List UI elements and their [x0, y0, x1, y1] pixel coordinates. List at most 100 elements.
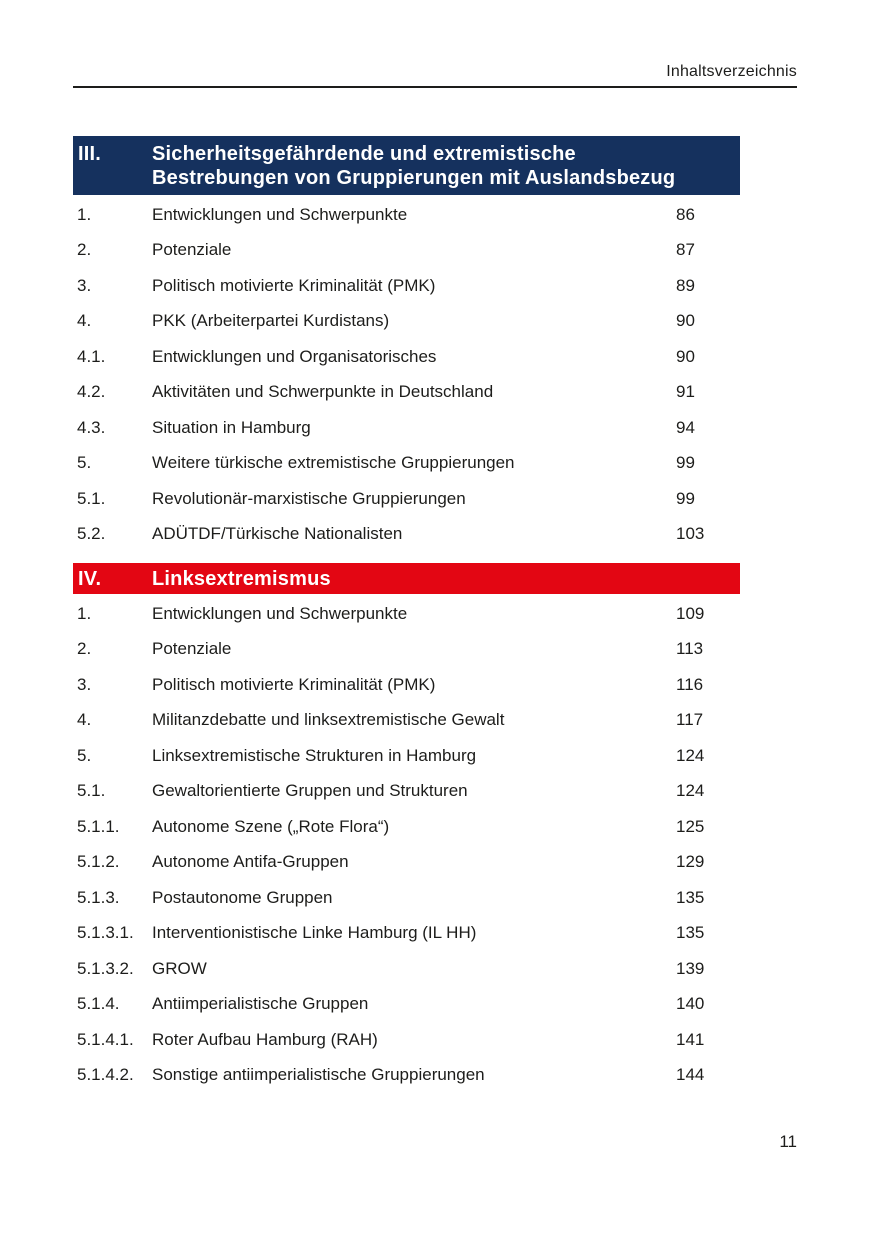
- toc-entry-page: 144: [676, 1065, 705, 1085]
- toc-entry-number: 4.3.: [77, 417, 106, 437]
- toc-entry-page: 135: [676, 887, 705, 907]
- toc-entry: 5. Linksextremistische Strukturen in Hamb…: [73, 738, 740, 774]
- toc-entry-page: 141: [676, 1029, 705, 1049]
- toc-entry-title: Autonome Szene („Rote Flora“): [152, 816, 390, 836]
- toc-entry-number: 3.: [77, 674, 92, 694]
- toc-entry-number: 5.1.1.: [77, 816, 120, 836]
- toc-entry-page: 129: [676, 852, 705, 872]
- toc-entry-number: 5.: [77, 745, 92, 765]
- toc-entry-title: Militanzdebatte und linksextremistische …: [152, 710, 505, 730]
- section-header-iv: IV. Linksextremismus: [73, 563, 740, 594]
- toc-entry-title: Postautonome Gruppen: [152, 887, 333, 907]
- toc-entry-title: Politisch motivierte Kriminalität (PMK): [152, 674, 436, 694]
- toc-entry-page: 116: [676, 674, 704, 694]
- section-title: Linksextremismus: [152, 567, 740, 591]
- toc-entry-number: 2.: [77, 639, 92, 659]
- toc-entry-number: 5.1.: [77, 781, 106, 801]
- toc-entry-number: 5.1.: [77, 488, 106, 508]
- toc-entry: 1. Entwicklungen und Schwerpunkte 109: [73, 596, 740, 632]
- toc-entry-title: Sonstige antiimperialistische Gruppierun…: [152, 1065, 485, 1085]
- toc-entry-number: 4.: [77, 311, 92, 331]
- section-title-line: Bestrebungen von Gruppierungen mit Ausla…: [152, 166, 676, 189]
- section-numeral: III.: [78, 142, 102, 165]
- toc-entry: 5.1.4.1. Roter Aufbau Hamburg (RAH) 141: [73, 1022, 740, 1058]
- toc-entry-number: 5.: [77, 453, 92, 473]
- toc-entry: 5.2. ADÜTDF/Türkische Nationalisten 103: [73, 517, 740, 553]
- toc-entry-number: 5.1.3.1.: [77, 923, 134, 943]
- toc-entry: 2. Potenziale 87: [73, 233, 740, 269]
- section-header-iii: III. Sicherheitsgefährdende und extremist…: [73, 136, 740, 195]
- running-header: Inhaltsverzeichnis: [666, 63, 797, 80]
- header-rule: [73, 86, 797, 88]
- toc-entry-title: Entwicklungen und Organisatorisches: [152, 346, 437, 366]
- table-of-contents: III. Sicherheitsgefährdende und extremist…: [73, 136, 740, 1093]
- toc-entry: 5. Weitere türkische extremistische Grupp…: [73, 446, 740, 482]
- toc-entry: 5.1.1. Autonome Szene („Rote Flora“) 125: [73, 809, 740, 845]
- toc-entry: 1. Entwicklungen und Schwerpunkte 86: [73, 197, 740, 233]
- toc-entry-number: 4.1.: [77, 346, 106, 366]
- toc-entry-page: 87: [676, 240, 695, 260]
- toc-entry: 5.1.4.2. Sonstige antiimperialistische Gr…: [73, 1058, 740, 1094]
- toc-entry-page: 91: [676, 382, 695, 402]
- toc-entry: 4. PKK (Arbeiterpartei Kurdistans) 90: [73, 304, 740, 340]
- toc-entry-title: Entwicklungen und Schwerpunkte: [152, 204, 408, 224]
- toc-entry: 5.1. Revolutionär-marxistische Gruppierun…: [73, 481, 740, 517]
- toc-entry-page: 99: [676, 453, 695, 473]
- section-title-line: Linksextremismus: [152, 567, 331, 590]
- toc-entry-page: 94: [676, 417, 695, 437]
- toc-entry-title: Weitere türkische extremistische Gruppie…: [152, 453, 515, 473]
- toc-entry-page: 86: [676, 204, 695, 224]
- toc-entry-number: 4.2.: [77, 382, 106, 402]
- toc-entry-number: 5.1.4.1.: [77, 1029, 134, 1049]
- section-title: Sicherheitsgefährdende und extremistisch…: [152, 142, 740, 190]
- toc-entry-title: PKK (Arbeiterpartei Kurdistans): [152, 311, 390, 331]
- toc-entry-page: 90: [676, 346, 695, 366]
- toc-entry-page: 124: [676, 745, 705, 765]
- toc-entry: 3. Politisch motivierte Kriminalität (PMK…: [73, 667, 740, 703]
- toc-entry: 4. Militanzdebatte und linksextremistisch…: [73, 703, 740, 739]
- toc-entry-list: 1. Entwicklungen und Schwerpunkte 109 2. Pot…: [73, 596, 740, 1093]
- toc-entry-number: 1.: [77, 603, 92, 623]
- toc-entry-title: Potenziale: [152, 240, 232, 260]
- toc-entry-number: 4.: [77, 710, 92, 730]
- toc-entry: 4.1. Entwicklungen und Organisatorisches 9…: [73, 339, 740, 375]
- toc-entry-number: 5.1.3.: [77, 887, 120, 907]
- toc-entry-number: 5.1.4.2.: [77, 1065, 134, 1085]
- toc-entry-page: 135: [676, 923, 705, 943]
- toc-entry-page: 117: [676, 710, 704, 730]
- toc-entry: 2. Potenziale 113: [73, 632, 740, 668]
- toc-entry-page: 89: [676, 275, 695, 295]
- section-title-line: Sicherheitsgefährdende und extremistisch…: [152, 142, 576, 165]
- toc-entry-title: Interventionistische Linke Hamburg (IL H…: [152, 923, 477, 943]
- toc-entry-title: ADÜTDF/Türkische Nationalisten: [152, 524, 403, 544]
- toc-entry-title: Politisch motivierte Kriminalität (PMK): [152, 275, 436, 295]
- toc-entry-number: 2.: [77, 240, 92, 260]
- toc-entry-title: Situation in Hamburg: [152, 417, 311, 437]
- toc-entry-number: 1.: [77, 204, 92, 224]
- toc-entry-list: 1. Entwicklungen und Schwerpunkte 86 2. Pote…: [73, 197, 740, 552]
- toc-entry-title: Gewaltorientierte Gruppen und Strukturen: [152, 781, 468, 801]
- toc-entry-title: Revolutionär-marxistische Gruppierungen: [152, 488, 466, 508]
- toc-entry-page: 109: [676, 603, 705, 623]
- toc-entry-page: 124: [676, 781, 705, 801]
- toc-entry: 5.1.2. Autonome Antifa-Gruppen 129: [73, 845, 740, 881]
- toc-entry-number: 5.1.2.: [77, 852, 120, 872]
- toc-entry: 5.1.3.2. GROW 139: [73, 951, 740, 987]
- toc-entry: 4.2. Aktivitäten und Schwerpunkte in Deut…: [73, 375, 740, 411]
- toc-entry-title: Aktivitäten und Schwerpunkte in Deutschl…: [152, 382, 494, 402]
- toc-entry-number: 5.1.4.: [77, 994, 120, 1014]
- toc-entry-page: 140: [676, 994, 705, 1014]
- toc-entry-page: 113: [676, 639, 704, 659]
- toc-entry-number: 5.1.3.2.: [77, 958, 134, 978]
- toc-entry-number: 5.2.: [77, 524, 106, 544]
- toc-entry: 5.1.3.1. Interventionistische Linke Hambu…: [73, 916, 740, 952]
- toc-entry-title: GROW: [152, 958, 207, 978]
- toc-entry: 4.3. Situation in Hamburg 94: [73, 410, 740, 446]
- toc-entry-page: 90: [676, 311, 695, 331]
- toc-entry-number: 3.: [77, 275, 92, 295]
- toc-entry-page: 139: [676, 958, 705, 978]
- toc-entry: 5.1.4. Antiimperialistische Gruppen 140: [73, 987, 740, 1023]
- toc-entry: 3. Politisch motivierte Kriminalität (PMK…: [73, 268, 740, 304]
- toc-entry: 5.1. Gewaltorientierte Gruppen und Strukt…: [73, 774, 740, 810]
